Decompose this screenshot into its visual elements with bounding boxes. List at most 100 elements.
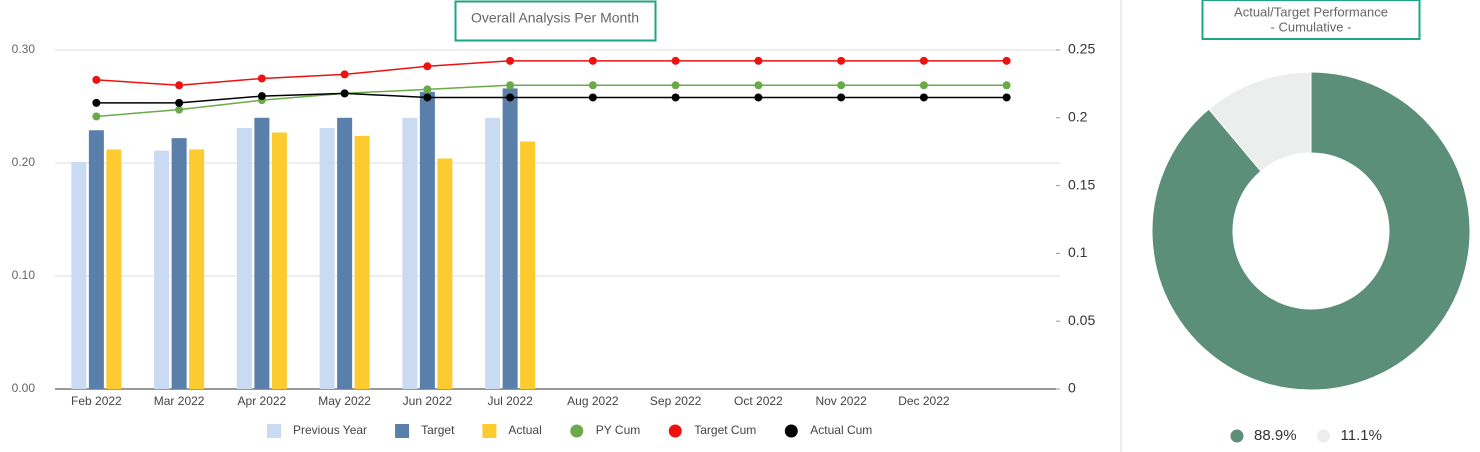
bar (419, 91, 435, 389)
point (588, 93, 597, 102)
line (96, 84, 1007, 118)
legend-swatch (267, 424, 281, 438)
y2-tick-label: 0.15 (1068, 176, 1095, 192)
x-tick-label: Oct 2022 (734, 394, 783, 408)
point (754, 81, 763, 90)
point (671, 81, 680, 90)
bar (189, 149, 205, 389)
y-tick-label: 0.10 (12, 268, 36, 282)
slice (1151, 71, 1471, 391)
legend-swatch (668, 424, 682, 438)
point (175, 105, 184, 114)
line (96, 60, 1007, 87)
y-tick-label: 0.30 (12, 42, 36, 56)
point (92, 75, 101, 84)
legend-label: Previous Year (293, 423, 367, 437)
legend-label: 88.9% (1254, 427, 1297, 444)
point (1002, 93, 1011, 102)
point (257, 74, 266, 83)
legend-swatch (784, 424, 798, 438)
point (588, 81, 597, 90)
y-tick-label: 0.20 (12, 155, 36, 169)
bar (319, 127, 335, 389)
bar (502, 88, 518, 390)
legend-label: 11.1% (1341, 427, 1382, 444)
legend-swatch (482, 424, 497, 438)
point (837, 93, 846, 102)
point (588, 56, 597, 65)
bar (88, 130, 104, 390)
y2-tick-label: 0.25 (1068, 41, 1095, 57)
bar (236, 127, 252, 389)
point (506, 81, 515, 90)
bar (154, 150, 170, 389)
legend-swatch (1230, 429, 1244, 443)
bar (437, 158, 453, 389)
legend-swatch (1317, 429, 1331, 443)
y2-tick-label: 0.2 (1068, 109, 1088, 125)
point (92, 112, 101, 121)
point (671, 93, 680, 102)
point (257, 92, 266, 101)
point (837, 56, 846, 65)
bar (271, 132, 287, 390)
x-tick-label: Aug 2022 (567, 394, 619, 408)
point (506, 56, 515, 65)
x-tick-label: Jun 2022 (403, 394, 453, 408)
point (919, 93, 928, 102)
y2-tick-label: 0.1 (1068, 244, 1088, 260)
title-box (454, 0, 657, 42)
x-tick-label: Dec 2022 (898, 394, 950, 408)
bar (402, 117, 418, 390)
legend-label: PY Cum (596, 423, 640, 437)
point (175, 98, 184, 107)
line (96, 92, 1007, 104)
bar (106, 149, 122, 389)
point (423, 62, 432, 71)
x-tick-label: Sep 2022 (650, 394, 702, 408)
point (423, 85, 432, 94)
point (919, 56, 928, 65)
point (1002, 56, 1011, 65)
legend-label: Target Cum (694, 423, 756, 437)
point (175, 81, 184, 90)
x-tick-label: May 2022 (318, 394, 371, 408)
point (671, 56, 680, 65)
chart-title: Actual/Target Performance (1234, 4, 1388, 19)
legend-label: Actual Cum (810, 423, 872, 437)
bar (337, 117, 353, 390)
bar (254, 117, 270, 390)
bar (71, 161, 87, 389)
y2-tick-label: 0 (1068, 380, 1076, 396)
x-tick-label: Nov 2022 (815, 394, 867, 408)
point (754, 93, 763, 102)
bar (354, 135, 370, 389)
x-tick-label: Jul 2022 (487, 394, 533, 408)
title-box (1201, 0, 1421, 40)
slice (1208, 71, 1312, 172)
legend-swatch (395, 424, 410, 438)
y-tick-label: 0.00 (12, 381, 36, 395)
x-tick-label: Feb 2022 (71, 394, 122, 408)
point (1002, 81, 1011, 90)
point (919, 81, 928, 90)
bar (520, 141, 536, 389)
chart-title: Overall Analysis Per Month (471, 10, 639, 26)
point (423, 93, 432, 102)
point (754, 56, 763, 65)
point (340, 70, 349, 79)
point (837, 81, 846, 90)
point (92, 98, 101, 107)
y2-tick-label: 0.05 (1068, 312, 1095, 328)
legend-swatch (570, 424, 584, 438)
bar (485, 117, 501, 390)
point (340, 89, 349, 98)
point (506, 93, 515, 102)
x-tick-label: Mar 2022 (154, 394, 205, 408)
chart-subtitle: - Cumulative - (1271, 19, 1352, 34)
x-tick-label: Apr 2022 (238, 394, 287, 408)
legend-label: Target (421, 423, 455, 437)
legend-label: Actual (508, 423, 541, 437)
bar (171, 138, 187, 389)
